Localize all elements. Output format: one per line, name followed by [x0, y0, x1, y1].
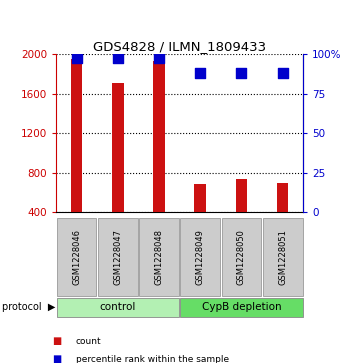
Point [239, 70, 244, 76]
Point [74, 55, 79, 61]
Bar [71, 60, 82, 212]
Text: GSM1228047: GSM1228047 [113, 229, 122, 285]
Point [156, 55, 162, 61]
Text: ■: ■ [52, 336, 62, 346]
Text: ■: ■ [52, 354, 62, 363]
Text: GSM1228049: GSM1228049 [196, 229, 205, 285]
Title: GDS4828 / ILMN_1809433: GDS4828 / ILMN_1809433 [93, 40, 266, 53]
Text: GSM1228048: GSM1228048 [155, 229, 164, 285]
Text: GSM1228051: GSM1228051 [278, 229, 287, 285]
Text: control: control [100, 302, 136, 312]
Text: GSM1228046: GSM1228046 [72, 229, 81, 285]
Bar [153, 61, 165, 212]
Text: CypB depletion: CypB depletion [201, 302, 281, 312]
Text: protocol  ▶: protocol ▶ [2, 302, 55, 312]
Point [280, 70, 286, 76]
Text: GSM1228050: GSM1228050 [237, 229, 246, 285]
Bar [277, 183, 288, 212]
Bar [195, 184, 206, 212]
Point [197, 70, 203, 76]
Text: count: count [76, 337, 101, 346]
Point [115, 55, 121, 61]
Bar [236, 179, 247, 212]
Text: percentile rank within the sample: percentile rank within the sample [76, 355, 229, 363]
Bar [112, 82, 123, 212]
